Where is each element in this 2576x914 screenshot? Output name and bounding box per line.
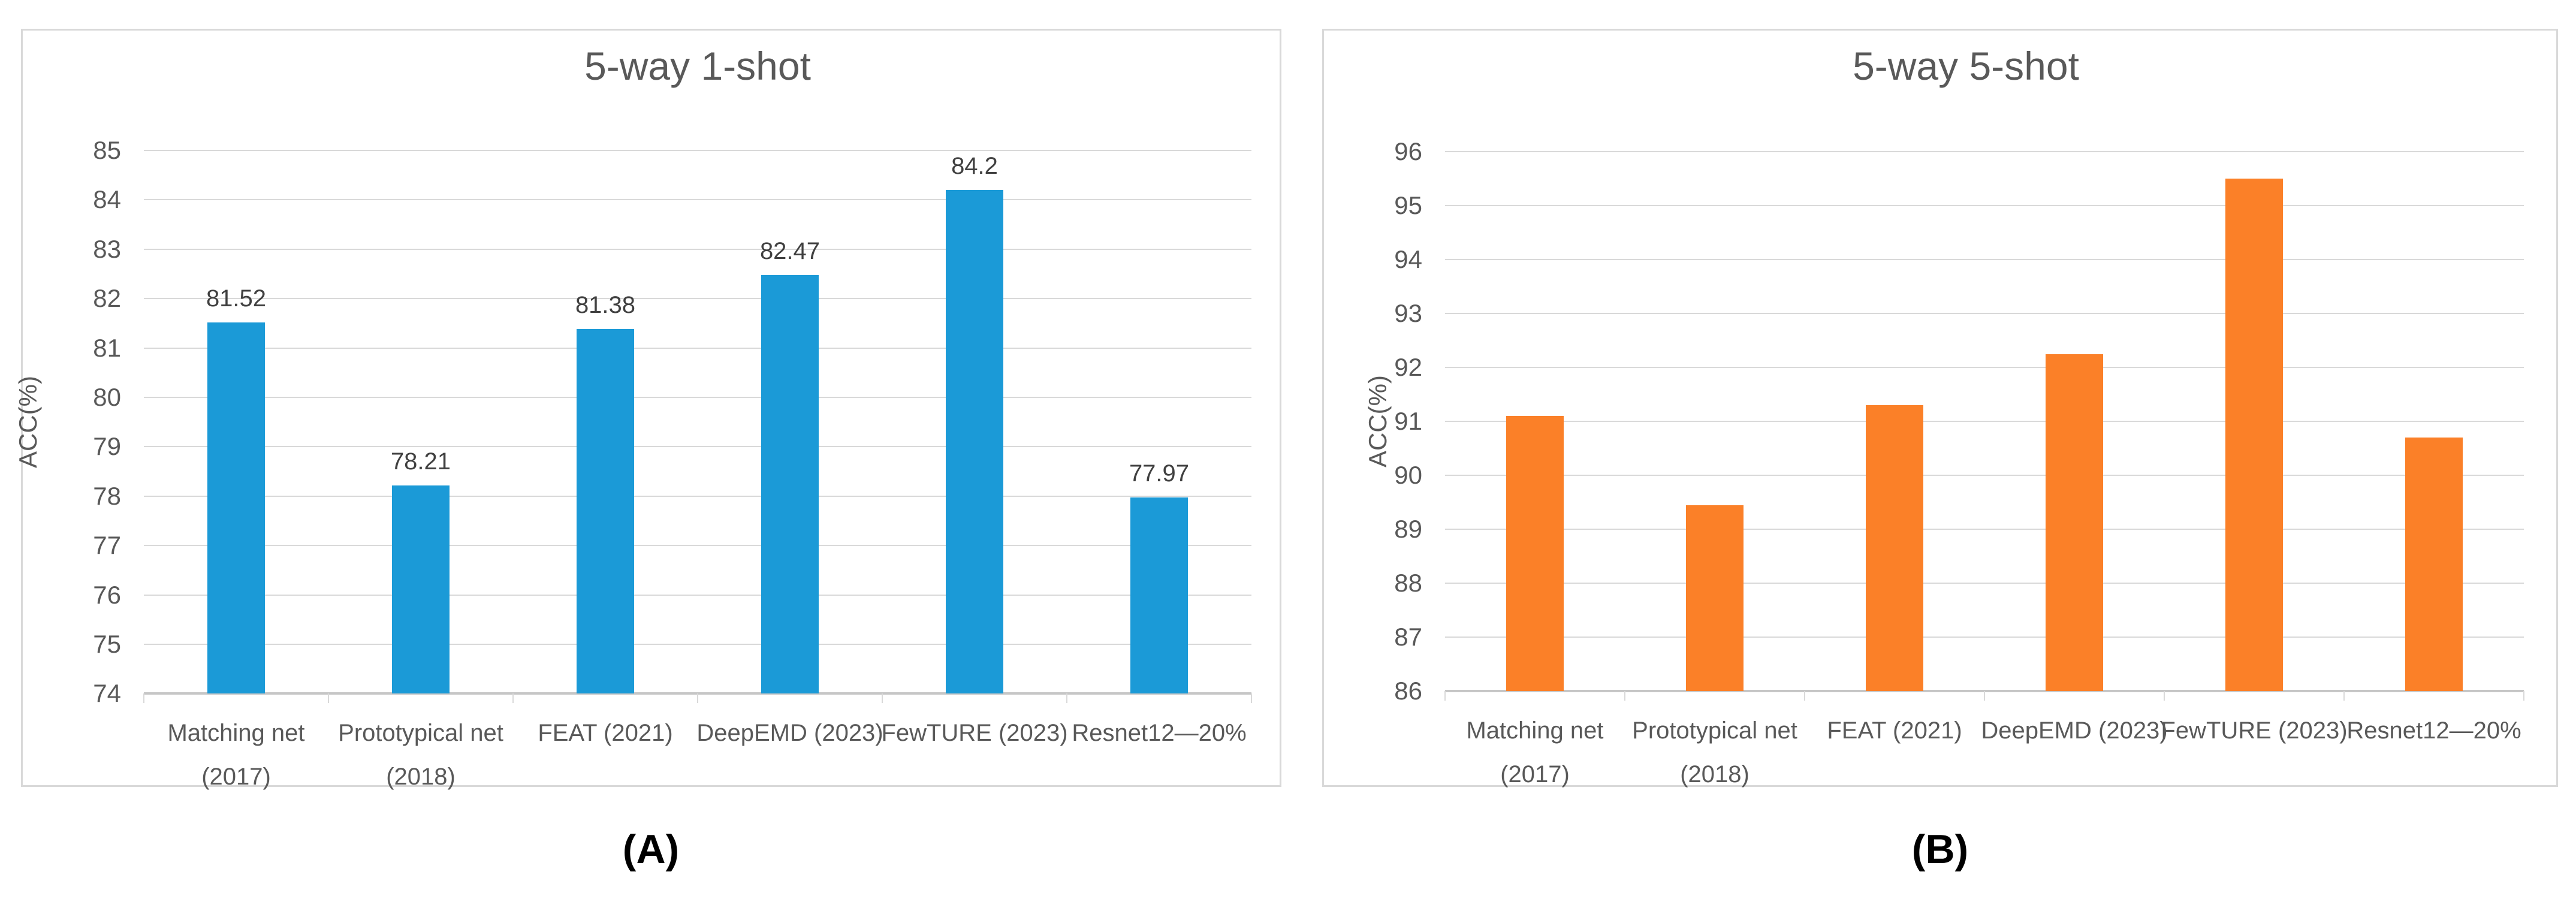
y-gridline <box>1445 529 2524 530</box>
category-label: FewTURE (2023) <box>881 720 1068 747</box>
category-label: FEAT (2021) <box>1827 717 1962 744</box>
y-tick-label: 76 <box>93 580 121 609</box>
y-tick-label: 81 <box>93 333 121 362</box>
y-gridline <box>1445 259 2524 260</box>
bar <box>392 485 450 694</box>
y-gridline <box>1445 583 2524 584</box>
y-tick-label: 95 <box>1394 191 1422 219</box>
chart-b-title: 5-way 5-shot <box>1853 44 2079 88</box>
chart-a-title: 5-way 1-shot <box>584 44 811 88</box>
y-gridline <box>144 150 1251 151</box>
y-gridline <box>144 347 1251 349</box>
caption-b: (B) <box>1911 826 1969 872</box>
x-axis-tick <box>882 693 883 704</box>
x-axis-tick <box>2164 691 2165 701</box>
y-gridline <box>1445 205 2524 206</box>
y-gridline <box>144 594 1251 596</box>
x-axis-tick <box>1251 693 1252 704</box>
category-label: FewTURE (2023) <box>2161 717 2348 744</box>
bar <box>1866 405 1923 691</box>
y-tick-label: 83 <box>93 234 121 263</box>
y-tick-label: 91 <box>1394 407 1422 435</box>
y-tick-label: 84 <box>93 185 121 214</box>
y-gridline <box>1445 313 2524 314</box>
bar <box>1130 497 1188 694</box>
y-gridline <box>144 248 1251 250</box>
bar-data-label: 84.2 <box>951 152 998 179</box>
y-gridline <box>144 495 1251 497</box>
y-tick-label: 82 <box>93 284 121 313</box>
category-label: FEAT (2021) <box>538 720 673 747</box>
bar <box>1686 505 1744 691</box>
y-gridline <box>1445 637 2524 638</box>
category-label: Matching net (2017) <box>167 720 305 791</box>
y-tick-label: 78 <box>93 481 121 510</box>
x-axis-tick <box>143 693 144 704</box>
y-tick-label: 92 <box>1394 353 1422 381</box>
bar <box>761 275 819 694</box>
category-label: Resnet12—20% <box>2346 717 2521 744</box>
bar-data-label: 81.52 <box>206 285 267 312</box>
y-gridline <box>1445 367 2524 368</box>
x-axis-tick <box>1444 691 1446 701</box>
y-gridline <box>144 397 1251 398</box>
bar-data-label: 81.38 <box>575 292 636 319</box>
x-axis-tick <box>1066 693 1067 704</box>
y-tick-label: 77 <box>93 531 121 560</box>
x-axis-tick <box>1984 691 1985 701</box>
bar <box>946 189 1003 694</box>
category-label: Resnet12—20% <box>1072 720 1247 747</box>
y-tick-label: 87 <box>1394 623 1422 651</box>
x-axis-tick <box>512 693 514 704</box>
bar-data-label: 78.21 <box>390 448 451 475</box>
y-tick-label: 75 <box>93 630 121 658</box>
x-axis-tick <box>1624 691 1625 701</box>
bar-data-label: 77.97 <box>1129 460 1190 487</box>
y-tick-label: 90 <box>1394 461 1422 489</box>
y-gridline <box>144 545 1251 547</box>
category-label: Matching net (2017) <box>1466 717 1604 788</box>
y-tick-label: 86 <box>1394 677 1422 705</box>
y-gridline <box>1445 421 2524 422</box>
bar <box>2405 438 2463 691</box>
y-gridline <box>144 644 1251 645</box>
caption-a: (A) <box>622 826 680 872</box>
bar <box>2046 354 2103 691</box>
y-gridline <box>1445 151 2524 152</box>
y-tick-label: 94 <box>1394 245 1422 273</box>
bar <box>2225 179 2283 691</box>
x-axis-tick <box>1804 691 1805 701</box>
y-tick-label: 89 <box>1394 515 1422 543</box>
category-label: Prototypical net (2018) <box>1632 717 1797 788</box>
category-label: DeepEMD (2023) <box>1981 717 2168 744</box>
y-tick-label: 80 <box>93 383 121 411</box>
x-axis-tick <box>2343 691 2345 701</box>
bar <box>1506 416 1564 691</box>
x-axis-tick <box>697 693 698 704</box>
y-tick-label: 74 <box>93 679 121 708</box>
y-tick-label: 79 <box>93 432 121 461</box>
bar <box>207 322 265 694</box>
x-axis-tick <box>2523 691 2524 701</box>
y-gridline <box>144 446 1251 448</box>
category-label: DeepEMD (2023) <box>696 720 883 747</box>
y-tick-label: 93 <box>1394 299 1422 327</box>
bar <box>577 329 634 694</box>
category-label: Prototypical net (2018) <box>338 720 503 791</box>
y-gridline <box>144 298 1251 300</box>
x-axis-tick <box>328 693 329 704</box>
bar-data-label: 82.47 <box>759 238 821 265</box>
y-gridline <box>1445 475 2524 476</box>
y-tick-label: 88 <box>1394 569 1422 597</box>
y-gridline <box>144 199 1251 201</box>
y-tick-label: 85 <box>93 136 121 164</box>
y-tick-label: 96 <box>1394 137 1422 165</box>
